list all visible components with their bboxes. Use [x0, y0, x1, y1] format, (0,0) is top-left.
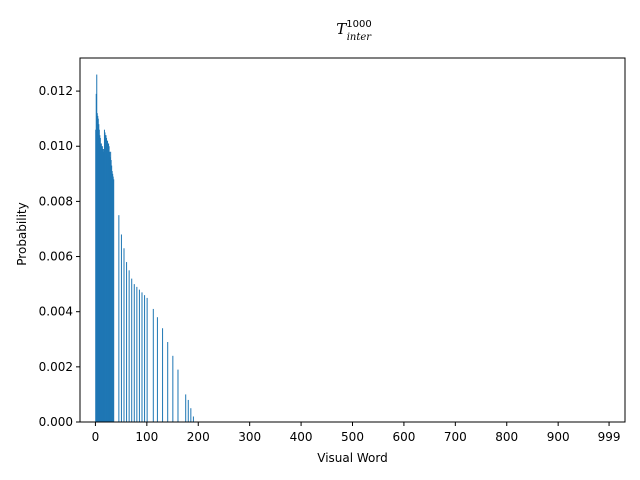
bar: [112, 176, 114, 422]
bar: [108, 143, 110, 423]
bar: [97, 115, 99, 422]
bar: [112, 173, 114, 422]
bar: [96, 74, 98, 423]
bar: [126, 262, 128, 422]
bar: [97, 118, 99, 423]
bar: [98, 124, 100, 423]
bar: [102, 149, 104, 422]
y-tick-label: 0.002: [39, 360, 73, 374]
bar: [146, 297, 148, 422]
bar: [99, 135, 101, 422]
bar: [104, 135, 106, 422]
bar: [109, 151, 111, 422]
bar: [101, 146, 103, 423]
bar: [102, 149, 104, 422]
bar: [185, 394, 187, 422]
bar: [162, 328, 164, 422]
bar: [136, 286, 138, 422]
bar: [128, 270, 130, 422]
bar: [133, 284, 135, 422]
bar: [96, 113, 98, 423]
bar: [103, 151, 105, 422]
y-tick-label: 0.008: [39, 194, 73, 208]
bar: [118, 215, 120, 422]
bar: [141, 292, 143, 422]
chart-title-subscript: inter: [347, 32, 373, 43]
y-tick-label: 0.004: [39, 305, 73, 319]
bar: [123, 248, 125, 422]
x-tick-label: 300: [238, 430, 261, 444]
bars: [95, 74, 194, 423]
bar: [108, 146, 110, 423]
x-tick-label: 999: [598, 430, 621, 444]
bar: [100, 143, 102, 423]
x-tick-label: 500: [341, 430, 364, 444]
bar: [190, 408, 192, 422]
bar: [177, 369, 179, 422]
bar: [109, 157, 111, 422]
bar: [100, 143, 102, 423]
y-tick-label: 0.000: [39, 415, 73, 429]
bar: [101, 146, 103, 423]
bar: [113, 179, 115, 422]
bar: [110, 160, 112, 422]
plot-area-frame: [79, 57, 626, 423]
bar: [192, 416, 194, 422]
bar: [187, 399, 189, 422]
bar: [111, 171, 113, 422]
y-tick-label: 0.006: [39, 250, 73, 264]
y-axis-label: Probability: [15, 202, 29, 265]
chart-title: T1000 inter: [336, 19, 372, 43]
bar: [105, 135, 107, 422]
bar: [95, 129, 97, 422]
bar: [106, 140, 108, 423]
bar: [106, 137, 108, 422]
bar: [98, 129, 100, 422]
bar: [144, 295, 146, 422]
bar: [110, 151, 112, 422]
x-tick-label: 900: [547, 430, 570, 444]
bar: [104, 132, 106, 422]
y-tick-label: 0.012: [39, 84, 73, 98]
bar: [111, 165, 113, 423]
y-axis-ticks: 0.000 0.002 0.004 0.006 0.008 0.010 0.012: [39, 84, 80, 429]
x-tick-label: 700: [444, 430, 467, 444]
chart-title-main: T: [336, 20, 347, 38]
y-tick-label: 0.010: [39, 139, 73, 153]
x-axis-label: Visual Word: [317, 451, 387, 465]
bar: [107, 143, 109, 423]
bar: [131, 278, 133, 422]
x-tick-label: 800: [495, 430, 518, 444]
bar: [156, 317, 158, 422]
x-tick-label: 100: [135, 430, 158, 444]
x-tick-label: 200: [187, 430, 210, 444]
bar: [167, 342, 169, 422]
bar: [99, 137, 101, 422]
bar: [120, 234, 122, 422]
bar: [107, 140, 109, 423]
bar: [95, 93, 97, 422]
bar: [152, 308, 154, 422]
bar: [172, 355, 174, 422]
x-tick-label: 600: [392, 430, 415, 444]
x-tick-label: 400: [290, 430, 313, 444]
bar: [103, 129, 105, 422]
bar: [138, 289, 140, 422]
x-axis-ticks: 0 100 200 300 400 500 600 700 800 900 999: [92, 422, 621, 444]
chart-title-superscript: 1000: [346, 19, 371, 30]
x-tick-label: 0: [92, 430, 100, 444]
